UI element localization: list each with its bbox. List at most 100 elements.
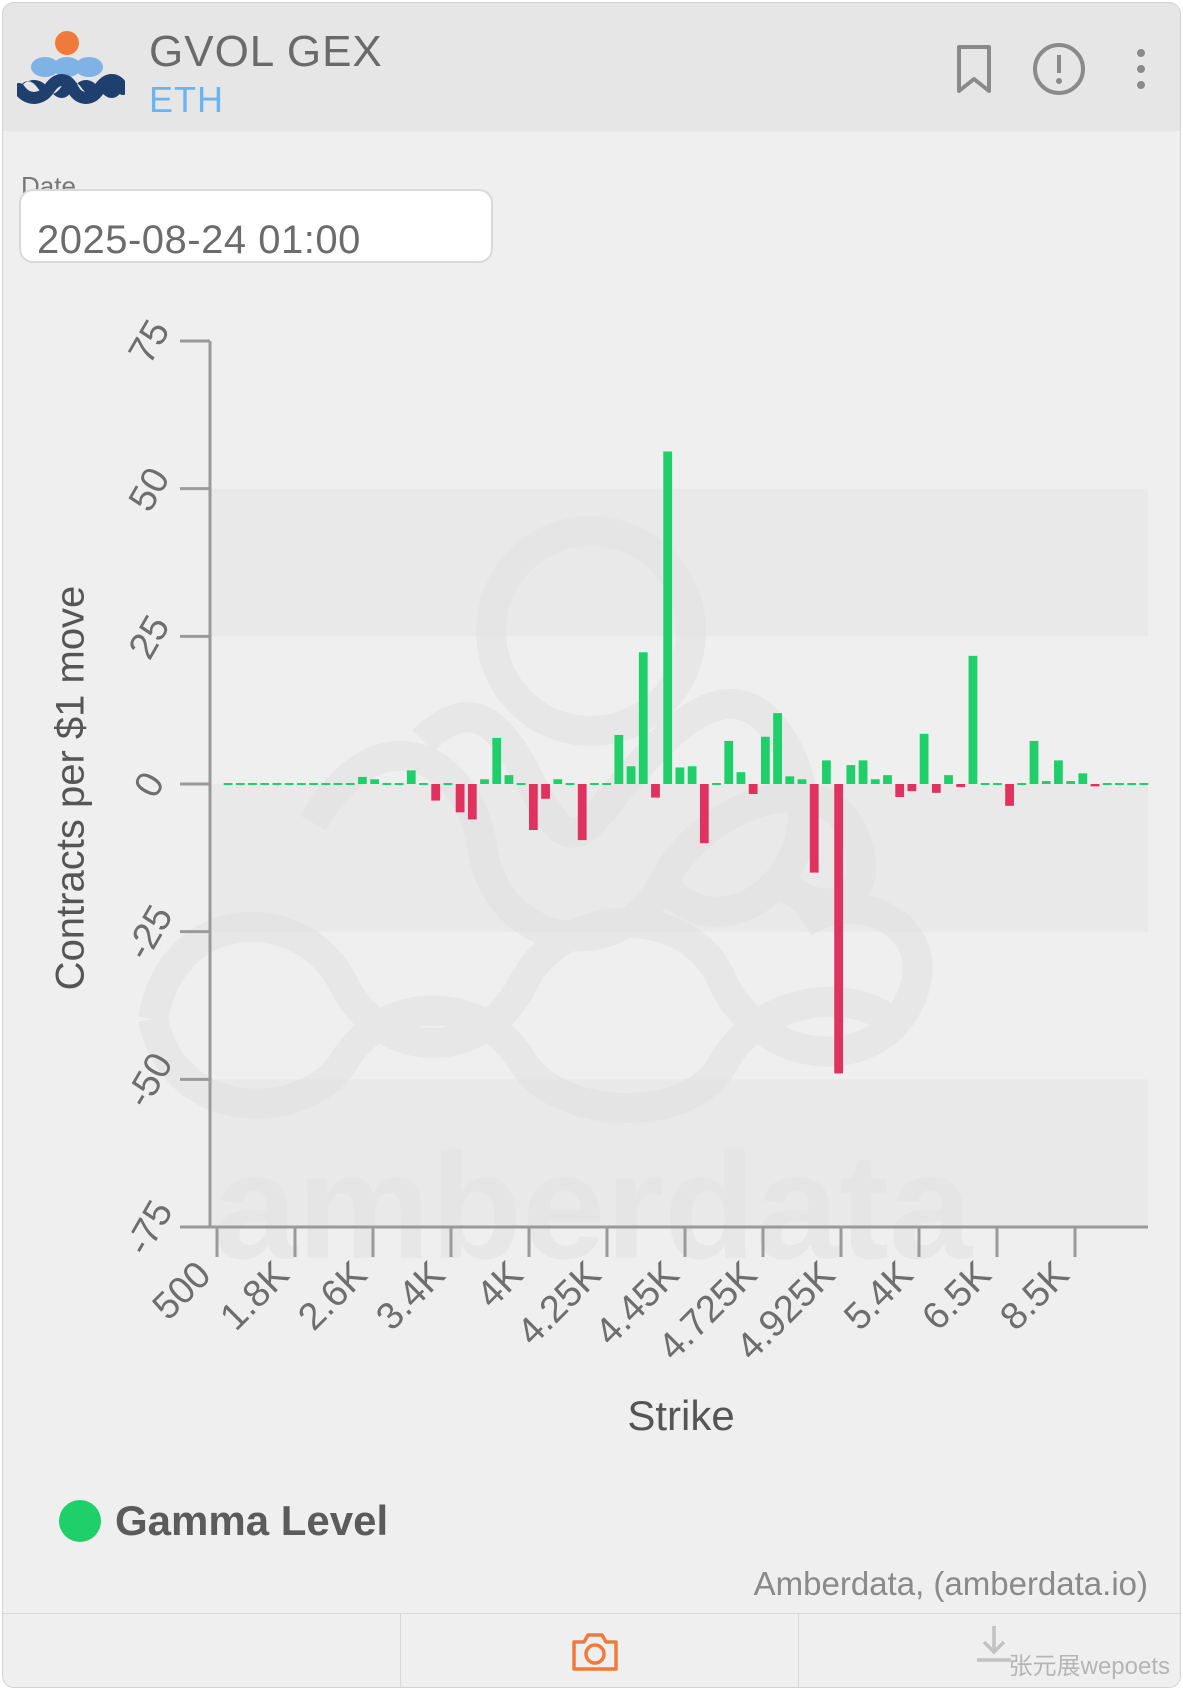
y-tick-label: 50 xyxy=(121,461,179,519)
gamma-bar xyxy=(309,783,318,785)
gamma-bar xyxy=(333,783,343,785)
gamma-bar xyxy=(1029,740,1039,784)
gamma-bar xyxy=(785,776,795,784)
gamma-bar xyxy=(748,784,758,795)
gamma-bar xyxy=(1066,781,1076,784)
date-value: 2025-08-24 01:00 xyxy=(37,218,361,262)
gamma-bar xyxy=(370,779,380,784)
more-vertical-icon[interactable] xyxy=(1131,47,1151,93)
bookmark-icon[interactable] xyxy=(951,43,997,95)
x-tick-label: 8.5K xyxy=(992,1254,1077,1339)
app-logo xyxy=(17,31,125,104)
gamma-bar xyxy=(834,784,844,1074)
footer-divider xyxy=(798,1614,799,1687)
download-icon[interactable] xyxy=(969,1622,1019,1668)
gamma-bar xyxy=(919,733,929,784)
camera-icon[interactable] xyxy=(570,1628,620,1674)
gamma-bar xyxy=(272,783,282,785)
gamma-bar xyxy=(1054,760,1063,784)
gamma-bar xyxy=(541,784,550,799)
gamma-bar xyxy=(956,784,966,787)
gamma-bar xyxy=(760,736,770,784)
gamma-bar xyxy=(895,784,905,797)
gamma-bar xyxy=(1005,784,1014,806)
gamma-bar xyxy=(699,784,709,844)
gamma-bar xyxy=(675,767,685,784)
gamma-bar xyxy=(883,775,892,784)
y-axis-label: Contracts per $1 move xyxy=(48,585,93,991)
gamma-bar xyxy=(406,770,416,784)
svg-text:amberdata: amberdata xyxy=(214,1122,974,1290)
gamma-bar xyxy=(651,784,660,798)
gamma-bar xyxy=(321,783,331,785)
gamma-bar xyxy=(223,783,233,785)
gamma-bar xyxy=(284,783,294,785)
gamma-bar xyxy=(797,779,807,784)
gamma-bar xyxy=(419,783,428,785)
gamma-bar xyxy=(687,766,697,784)
y-tick-label: 75 xyxy=(121,313,179,371)
gamma-bar xyxy=(1115,783,1124,785)
gamma-bar xyxy=(248,783,257,785)
gamma-bar xyxy=(443,783,453,785)
gamma-bar xyxy=(638,652,648,784)
gamma-bar xyxy=(431,784,441,801)
gamma-bar xyxy=(944,775,953,784)
widget-header: GVOL GEX ETH xyxy=(3,3,1180,131)
app-title: GVOL GEX xyxy=(149,27,383,76)
widget-footer xyxy=(3,1613,1180,1687)
gamma-bar xyxy=(492,737,502,784)
gamma-bar xyxy=(1041,781,1051,784)
info-icon[interactable] xyxy=(1031,41,1087,97)
gamma-bar xyxy=(577,784,587,841)
gamma-bar xyxy=(809,784,819,873)
gamma-bar xyxy=(235,783,245,785)
gamma-bar xyxy=(626,766,636,784)
gamma-bar xyxy=(1139,783,1149,785)
gamma-bar xyxy=(358,776,367,784)
gamma-bar xyxy=(504,775,514,784)
gamma-bar xyxy=(565,783,575,785)
gex-bar-chart: amberdata -75-50-2502550755001.8K2.6K3.4… xyxy=(118,313,1149,1369)
gamma-bar xyxy=(992,783,1002,785)
legend-swatch xyxy=(59,1500,101,1542)
gamma-bar xyxy=(602,783,612,785)
gamma-bar xyxy=(736,772,746,784)
gamma-bar xyxy=(773,713,782,784)
data-credit: Amberdata, (amberdata.io) xyxy=(753,1565,1148,1602)
amberdata-watermark: amberdata xyxy=(138,516,974,1290)
gamma-bar xyxy=(1127,783,1137,785)
date-field-label: Date xyxy=(21,171,76,193)
gamma-bar xyxy=(712,783,721,785)
gamma-bar xyxy=(663,451,673,784)
gamma-bar xyxy=(516,783,526,785)
gamma-bar xyxy=(858,760,868,784)
gamma-bar xyxy=(724,740,734,784)
gamma-bar xyxy=(528,784,538,831)
gamma-bar xyxy=(980,783,990,785)
gamma-bar xyxy=(590,783,599,785)
footer-divider xyxy=(400,1614,401,1687)
gamma-bar xyxy=(846,765,856,784)
gamma-bar xyxy=(907,784,917,792)
gamma-bar xyxy=(382,783,392,785)
x-axis-label: Strike xyxy=(627,1392,735,1439)
gamma-bar xyxy=(931,784,941,793)
gamma-bar xyxy=(480,779,489,784)
gamma-bar xyxy=(870,779,880,784)
gamma-bar xyxy=(394,783,404,785)
gamma-bar xyxy=(455,784,465,813)
gamma-bar xyxy=(968,655,978,784)
legend-label: Gamma Level xyxy=(115,1497,389,1544)
date-input[interactable]: 2025-08-24 01:00 xyxy=(19,189,493,263)
asset-label: ETH xyxy=(149,79,224,120)
chart-legend[interactable]: Gamma Level xyxy=(59,1497,388,1545)
gamma-bar xyxy=(614,734,624,784)
gamma-bar xyxy=(1102,783,1112,785)
footer-watermark: 张元展wepoets xyxy=(1008,1653,1170,1680)
gamma-bar xyxy=(345,783,355,785)
gamma-bar xyxy=(1017,783,1027,785)
gamma-bar xyxy=(1078,773,1088,784)
gamma-bar xyxy=(822,760,831,784)
